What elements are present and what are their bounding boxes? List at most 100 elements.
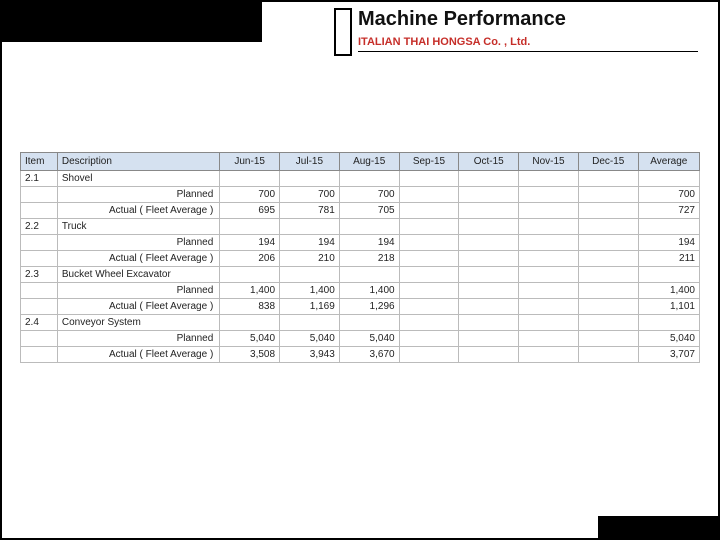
group-item: 2.2 <box>21 219 58 235</box>
value-cell: 3,508 <box>220 347 280 363</box>
empty-cell <box>459 267 519 283</box>
avg-cell: 211 <box>638 251 699 267</box>
top-black-bar <box>2 2 262 42</box>
empty-cell <box>459 219 519 235</box>
page: Machine Performance ITALIAN THAI HONGSA … <box>0 0 720 540</box>
value-cell <box>578 235 638 251</box>
value-cell: 1,400 <box>220 283 280 299</box>
empty-cell <box>280 219 340 235</box>
value-cell: 781 <box>280 203 340 219</box>
value-cell <box>519 331 579 347</box>
avg-cell: 1,101 <box>638 299 699 315</box>
empty-cell <box>339 315 399 331</box>
value-cell: 5,040 <box>339 331 399 347</box>
group-row: 2.4Conveyor System <box>21 315 700 331</box>
row-label: Actual ( Fleet Average ) <box>57 251 219 267</box>
empty-cell <box>519 219 579 235</box>
row-label: Planned <box>57 235 219 251</box>
value-cell <box>459 299 519 315</box>
empty-cell <box>339 171 399 187</box>
value-cell: 1,296 <box>339 299 399 315</box>
value-cell <box>578 251 638 267</box>
value-cell: 705 <box>339 203 399 219</box>
col-sep: Sep-15 <box>399 153 459 171</box>
value-cell: 1,169 <box>280 299 340 315</box>
value-cell: 206 <box>220 251 280 267</box>
empty-cell <box>578 219 638 235</box>
row-label: Actual ( Fleet Average ) <box>57 347 219 363</box>
empty-cell <box>638 315 699 331</box>
group-row: 2.3Bucket Wheel Excavator <box>21 267 700 283</box>
bottom-black-bar <box>598 516 718 538</box>
empty-cell <box>220 219 280 235</box>
company-subtitle: ITALIAN THAI HONGSA Co. , Ltd. <box>358 36 530 48</box>
group-item: 2.3 <box>21 267 58 283</box>
empty-cell <box>21 235 58 251</box>
col-dec: Dec-15 <box>578 153 638 171</box>
empty-cell <box>280 267 340 283</box>
col-jun: Jun-15 <box>220 153 280 171</box>
value-cell: 3,670 <box>339 347 399 363</box>
page-title: Machine Performance <box>358 8 566 31</box>
value-cell: 838 <box>220 299 280 315</box>
empty-cell <box>638 171 699 187</box>
empty-cell <box>399 315 459 331</box>
col-item: Item <box>21 153 58 171</box>
value-cell <box>459 203 519 219</box>
value-cell: 695 <box>220 203 280 219</box>
col-desc: Description <box>57 153 219 171</box>
performance-table-wrap: Item Description Jun-15 Jul-15 Aug-15 Se… <box>20 152 700 363</box>
empty-cell <box>459 315 519 331</box>
col-oct: Oct-15 <box>459 153 519 171</box>
data-row: Planned5,0405,0405,0405,040 <box>21 331 700 347</box>
data-row: Actual ( Fleet Average )206210218211 <box>21 251 700 267</box>
empty-cell <box>399 171 459 187</box>
empty-cell <box>519 171 579 187</box>
empty-cell <box>399 219 459 235</box>
value-cell <box>519 251 579 267</box>
group-name: Bucket Wheel Excavator <box>57 267 219 283</box>
value-cell <box>459 235 519 251</box>
col-nov: Nov-15 <box>519 153 579 171</box>
value-cell <box>578 347 638 363</box>
empty-cell <box>638 219 699 235</box>
group-item: 2.1 <box>21 171 58 187</box>
value-cell: 5,040 <box>280 331 340 347</box>
value-cell <box>399 251 459 267</box>
data-row: Actual ( Fleet Average )8381,1691,296 1,1… <box>21 299 700 315</box>
row-label: Planned <box>57 331 219 347</box>
value-cell: 700 <box>220 187 280 203</box>
row-label: Actual ( Fleet Average ) <box>57 299 219 315</box>
value-cell <box>578 331 638 347</box>
empty-cell <box>399 267 459 283</box>
col-aug: Aug-15 <box>339 153 399 171</box>
empty-cell <box>578 315 638 331</box>
row-label: Planned <box>57 187 219 203</box>
group-name: Shovel <box>57 171 219 187</box>
avg-cell: 700 <box>638 187 699 203</box>
value-cell <box>519 235 579 251</box>
value-cell <box>519 299 579 315</box>
value-cell <box>399 235 459 251</box>
data-row: Actual ( Fleet Average )695781705727 <box>21 203 700 219</box>
table-body: 2.1ShovelPlanned700700700700Actual ( Fle… <box>21 171 700 363</box>
empty-cell <box>519 267 579 283</box>
row-label: Actual ( Fleet Average ) <box>57 203 219 219</box>
avg-cell: 1,400 <box>638 283 699 299</box>
empty-cell <box>280 315 340 331</box>
empty-cell <box>578 171 638 187</box>
value-cell: 194 <box>220 235 280 251</box>
value-cell <box>519 347 579 363</box>
group-row: 2.1Shovel <box>21 171 700 187</box>
empty-cell <box>339 219 399 235</box>
value-cell <box>578 187 638 203</box>
value-cell <box>519 187 579 203</box>
col-avg: Average <box>638 153 699 171</box>
empty-cell <box>280 171 340 187</box>
col-jul: Jul-15 <box>280 153 340 171</box>
empty-cell <box>21 203 58 219</box>
value-cell: 210 <box>280 251 340 267</box>
value-cell <box>459 347 519 363</box>
group-name: Conveyor System <box>57 315 219 331</box>
value-cell: 1,400 <box>339 283 399 299</box>
